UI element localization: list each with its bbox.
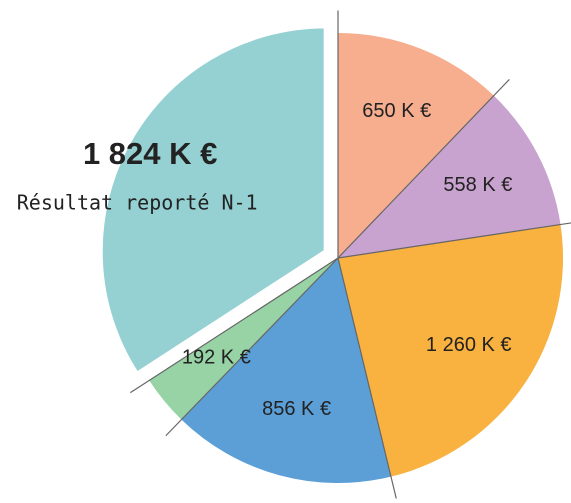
value-label: 1 260 K € bbox=[426, 334, 512, 356]
pie-slice bbox=[181, 258, 391, 484]
value-label: 1 824 K € bbox=[83, 136, 217, 171]
value-label: 856 K € bbox=[262, 398, 331, 420]
value-label: 558 K € bbox=[443, 174, 512, 196]
slice-divider bbox=[165, 257, 339, 437]
pie-slice bbox=[338, 95, 561, 258]
pie-slice bbox=[149, 258, 338, 420]
category-label: Résultat reporté N-1 bbox=[17, 190, 258, 214]
value-label: 192 K € bbox=[182, 346, 251, 368]
slice-divider bbox=[337, 79, 510, 259]
slice-divider bbox=[130, 257, 339, 394]
pie-slice bbox=[98, 24, 328, 377]
slice-divider bbox=[337, 257, 397, 499]
pie-slice bbox=[338, 33, 494, 258]
pie-slice bbox=[338, 224, 563, 477]
value-label: 650 K € bbox=[362, 100, 431, 122]
slice-divider bbox=[337, 222, 571, 259]
